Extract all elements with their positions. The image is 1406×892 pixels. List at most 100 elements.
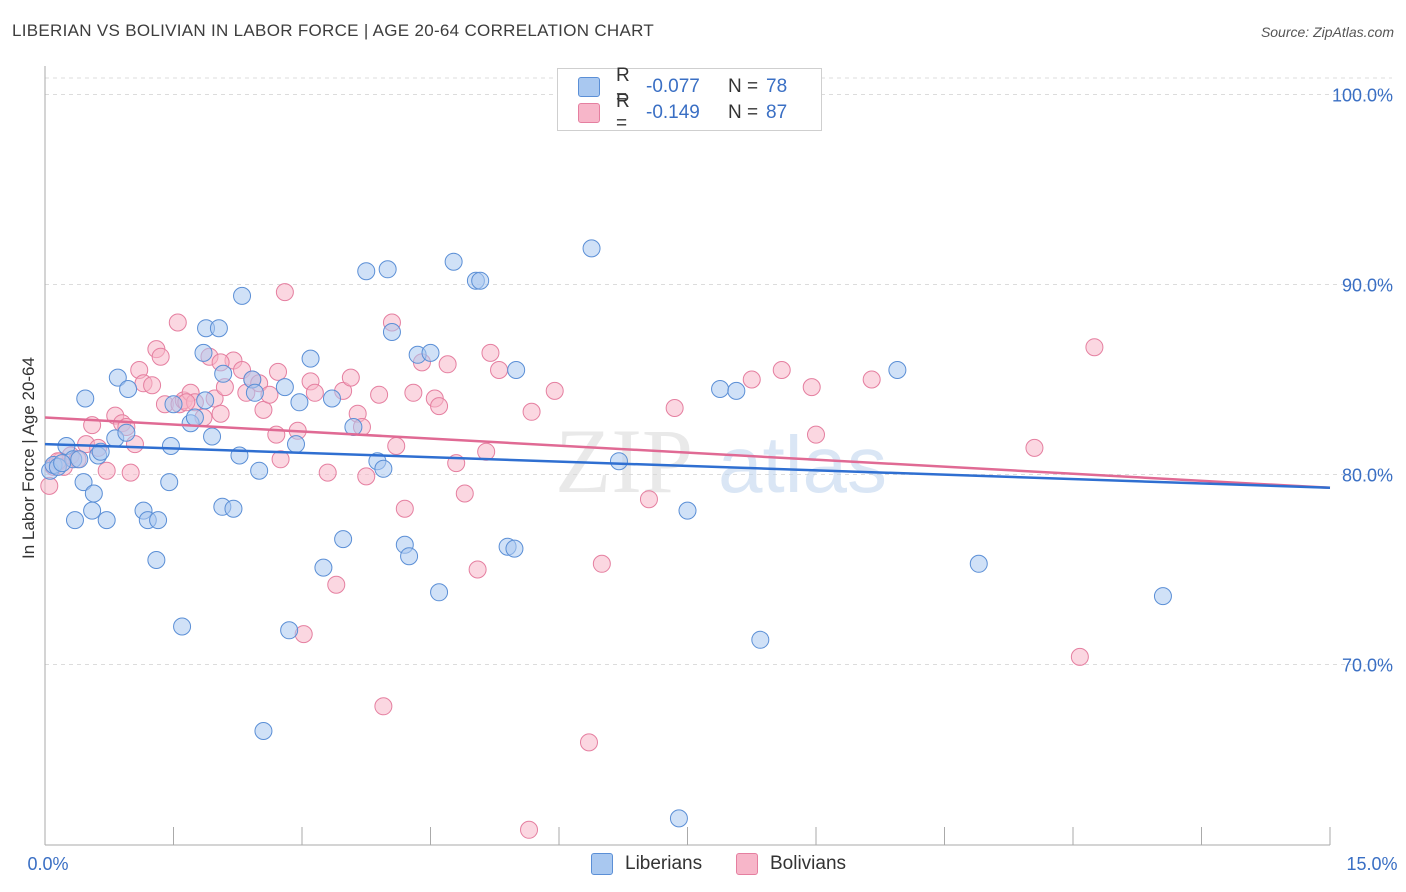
liberians-legend-label: Liberians: [625, 853, 703, 874]
bolivian-point: [579, 733, 598, 752]
liberian-point: [378, 260, 397, 279]
liberian-point: [65, 511, 84, 530]
liberian-point: [76, 389, 95, 408]
bolivian-point: [151, 347, 170, 366]
liberian-point: [357, 262, 376, 281]
liberian-point: [751, 630, 770, 649]
y-axis-label: In Labor Force | Age 20-64: [19, 357, 38, 559]
liberian-point: [161, 437, 180, 455]
legend-item-liberians: Liberians: [591, 851, 702, 877]
bolivian-point: [341, 368, 360, 387]
liberians-points: [41, 239, 1172, 828]
liberian-point: [505, 539, 524, 558]
legend-row-bolivians: R = -0.149 N = 87: [578, 91, 788, 134]
bolivian-point: [1070, 647, 1089, 666]
liberian-point: [275, 378, 294, 397]
bolivian-point: [357, 467, 376, 486]
liberian-point: [290, 393, 309, 412]
liberian-point: [444, 252, 463, 271]
liberian-point: [245, 383, 264, 402]
bolivian-point: [665, 399, 684, 417]
bolivian-point: [477, 442, 496, 461]
bolivian-point: [592, 554, 611, 573]
r-label: R =: [616, 91, 630, 134]
x-tick-label-max: 15.0%: [1346, 854, 1397, 874]
bolivian-point: [490, 361, 509, 379]
bolivian-point: [807, 425, 825, 444]
bolivian-point: [468, 560, 487, 579]
liberian-point: [164, 395, 183, 414]
bolivian-point: [520, 820, 539, 839]
bolivian-point: [305, 383, 324, 402]
liberian-point: [53, 454, 72, 473]
bolivian-point: [211, 404, 230, 423]
liberian-point: [160, 473, 179, 492]
liberian-point: [203, 427, 222, 446]
x-tick-label-min: 0.0%: [27, 854, 68, 874]
bolivians-legend-label: Bolivians: [770, 853, 847, 874]
liberian-point: [84, 484, 103, 503]
y-tick-labels: 70.0% 80.0% 90.0% 100.0%: [1332, 86, 1393, 676]
liberian-point: [287, 435, 306, 454]
n-label: N =: [728, 102, 759, 123]
bolivian-point: [275, 283, 294, 302]
liberian-point: [888, 361, 907, 379]
liberians-swatch: [578, 77, 600, 97]
bolivian-point: [370, 385, 389, 404]
liberian-point: [969, 554, 988, 573]
liberian-point: [727, 381, 746, 400]
liberian-point: [70, 450, 89, 469]
bolivian-point: [742, 370, 761, 389]
liberian-point: [173, 617, 192, 636]
liberian-point: [314, 558, 333, 577]
legend-row-liberians: R = -0.077 N = 78: [578, 65, 787, 108]
chart-title: LIBERIAN VS BOLIVIAN IN LABOR FORCE | AG…: [12, 21, 655, 40]
bolivian-point: [639, 490, 658, 509]
liberian-point: [214, 364, 233, 383]
liberian-point: [108, 368, 127, 387]
liberian-point: [669, 809, 688, 828]
bolivian-point: [438, 355, 457, 374]
r-value: -0.149: [646, 102, 700, 123]
liberian-point: [254, 722, 273, 740]
liberian-point: [382, 323, 401, 341]
bolivian-point: [168, 313, 187, 332]
bolivian-point: [395, 499, 414, 518]
bolivian-point: [1085, 338, 1104, 357]
y-tick-label: 100.0%: [1332, 86, 1393, 106]
liberian-point: [280, 621, 299, 640]
bolivians-legend-swatch: [736, 853, 758, 875]
liberian-point: [250, 461, 269, 480]
bolivian-point: [143, 376, 162, 395]
bolivian-point: [862, 370, 881, 389]
n-label: N =: [728, 76, 759, 97]
liberian-point: [119, 380, 138, 398]
bolivian-point: [374, 697, 393, 716]
liberian-point: [117, 423, 136, 442]
liberian-point: [83, 501, 102, 520]
bolivian-point: [772, 361, 791, 379]
liberians-trend-line: [44, 442, 1331, 490]
source-label: Source: ZipAtlas.com: [1260, 24, 1394, 40]
axes: [44, 66, 1331, 846]
r-label: R =: [616, 65, 630, 108]
trend-lines: [44, 416, 1331, 490]
liberian-point: [609, 452, 628, 471]
bolivian-point: [271, 450, 290, 469]
legend-item-bolivians: Bolivians: [736, 851, 846, 877]
liberian-point: [421, 343, 440, 362]
n-value: 87: [766, 102, 788, 123]
bolivian-point: [430, 397, 449, 416]
liberian-point: [233, 286, 252, 305]
bolivian-point: [318, 463, 337, 482]
liberian-point: [97, 511, 116, 530]
watermark-atlas: atlas: [718, 420, 887, 509]
liberian-point: [711, 380, 730, 398]
y-tick-label: 70.0%: [1342, 656, 1393, 676]
bolivian-point: [387, 437, 406, 455]
liberian-point: [374, 459, 393, 478]
bolivian-point: [455, 484, 474, 503]
y-tick-label: 80.0%: [1342, 466, 1393, 486]
bolivians-trend-line: [44, 416, 1331, 490]
bolivian-point: [1025, 438, 1044, 457]
